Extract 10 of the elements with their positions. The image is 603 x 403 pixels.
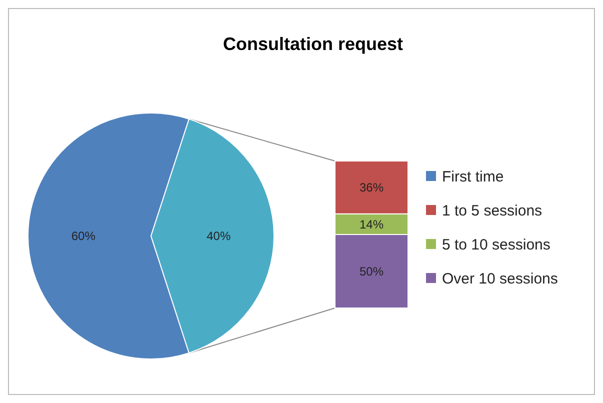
data-label: 36% (359, 180, 384, 195)
text: Over 10 sessions (442, 270, 558, 288)
legend-label: 1 to 5 sessions (442, 202, 542, 220)
data-label: 60% (71, 229, 96, 244)
data-label: 40% (206, 229, 231, 244)
data-label: 14% (359, 217, 384, 232)
legend-label: First time (442, 168, 504, 186)
chart-title: Consultation request (222, 34, 404, 54)
data-label: 50% (359, 264, 384, 278)
legend-label: 5 to 10 sessions (442, 236, 550, 254)
